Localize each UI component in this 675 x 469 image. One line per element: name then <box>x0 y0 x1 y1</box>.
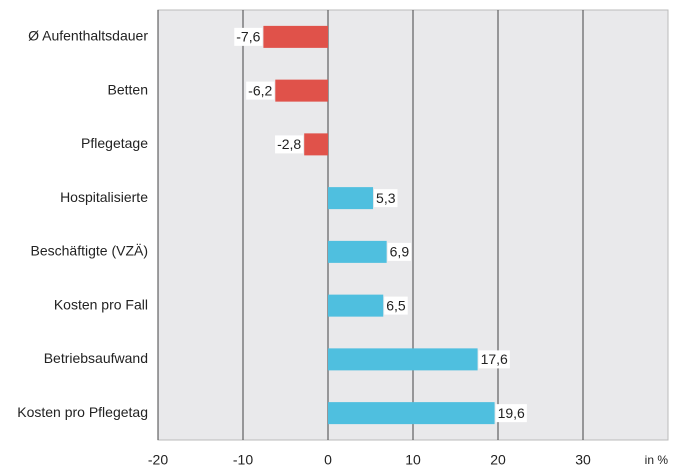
data-label-bg <box>387 242 412 261</box>
data-label-bg <box>246 81 275 100</box>
x-tick-label: 30 <box>575 452 591 468</box>
data-label: -7,6 <box>236 29 260 45</box>
y-tick-label: Ø Aufenthaltsdauer <box>28 28 148 44</box>
bar <box>328 187 374 210</box>
bar <box>328 240 387 263</box>
x-tick-label: -20 <box>148 452 168 468</box>
data-label: 6,9 <box>390 244 410 260</box>
data-label: 19,6 <box>498 405 525 421</box>
data-label-bg <box>478 350 510 369</box>
data-label: 17,6 <box>481 351 508 367</box>
data-label-bg <box>384 296 408 315</box>
y-tick-label: Hospitalisierte <box>60 189 148 205</box>
data-label: -2,8 <box>277 136 301 152</box>
data-label-bg <box>495 404 527 423</box>
bar <box>328 294 384 317</box>
bar <box>328 402 495 425</box>
bar <box>263 25 328 48</box>
y-tick-label: Kosten pro Pflegetag <box>17 404 148 420</box>
x-tick-label: 20 <box>490 452 506 468</box>
x-tick-label: 0 <box>324 452 332 468</box>
x-tick-label: -10 <box>233 452 253 468</box>
data-label-bg <box>374 189 398 208</box>
bar <box>304 133 328 156</box>
bar <box>328 348 478 371</box>
y-tick-label: Kosten pro Fall <box>54 296 148 312</box>
y-tick-label: Betten <box>108 81 148 97</box>
bar <box>275 79 328 102</box>
data-label-bg <box>234 27 263 46</box>
data-label: -6,2 <box>248 82 272 98</box>
y-tick-label: Pflegetage <box>81 135 148 151</box>
y-tick-label: Betriebsaufwand <box>44 350 148 366</box>
data-label: 5,3 <box>376 190 396 206</box>
y-tick-label: Beschäftigte (VZÄ) <box>31 243 149 259</box>
x-axis-label: in % <box>645 453 669 467</box>
data-label: 6,5 <box>386 297 406 313</box>
x-tick-label: 10 <box>405 452 421 468</box>
data-label-bg <box>275 135 304 154</box>
